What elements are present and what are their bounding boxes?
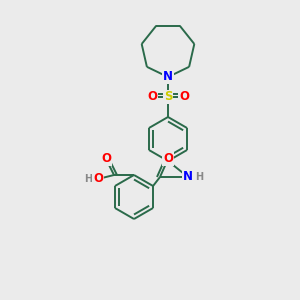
Text: O: O <box>179 91 189 103</box>
Text: O: O <box>163 152 173 166</box>
Text: H: H <box>195 172 203 182</box>
Text: O: O <box>147 91 157 103</box>
Text: N: N <box>183 170 193 184</box>
Text: O: O <box>101 152 111 166</box>
Text: S: S <box>164 91 172 103</box>
Text: N: N <box>163 70 173 83</box>
Text: H: H <box>84 174 92 184</box>
Text: O: O <box>93 172 103 185</box>
